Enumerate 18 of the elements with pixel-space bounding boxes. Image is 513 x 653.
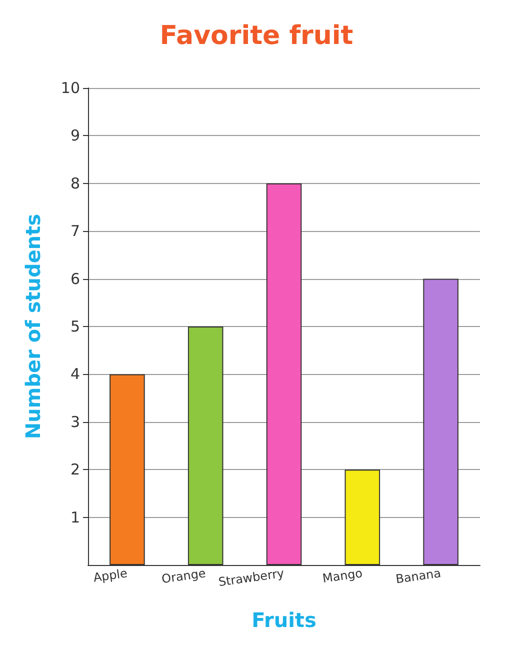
chart-title: Favorite fruit xyxy=(160,21,354,51)
y-axis-title: Number of students xyxy=(21,214,45,440)
y-tick-label: 2 xyxy=(70,460,80,479)
y-tick-label: 7 xyxy=(70,222,80,240)
x-tick-label: Strawberry xyxy=(218,566,285,590)
y-tick-label: 5 xyxy=(70,318,80,336)
x-tick-label: Banana xyxy=(394,566,442,586)
y-tick-label: 4 xyxy=(70,365,80,384)
y-tick-label: 10 xyxy=(60,79,80,97)
x-tick-label: Apple xyxy=(92,566,128,585)
y-tick-label: 1 xyxy=(70,508,80,526)
y-tick-label: 8 xyxy=(70,174,80,192)
y-tick-label: 3 xyxy=(70,412,80,431)
x-axis-title: Fruits xyxy=(252,608,316,632)
y-tick-label: 9 xyxy=(70,126,80,145)
y-tick-label: 6 xyxy=(70,270,80,288)
x-tick-label: Mango xyxy=(322,566,364,586)
x-tick-label: Orange xyxy=(160,566,207,586)
